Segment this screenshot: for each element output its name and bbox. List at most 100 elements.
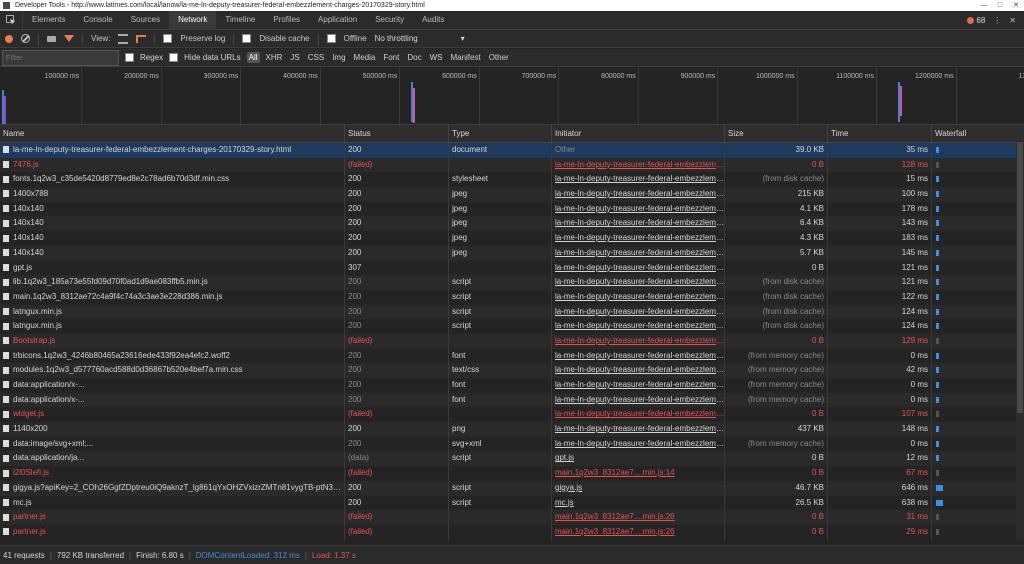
request-name-cell[interactable]: data:application/x-... — [0, 378, 345, 393]
request-initiator[interactable]: la-me-ln-deputy-treasurer-federal-embezz… — [552, 216, 725, 232]
offline-checkbox[interactable] — [326, 34, 336, 43]
request-initiator[interactable]: la-me-ln-deputy-treasurer-federal-embezz… — [552, 378, 725, 393]
error-badge[interactable]: 68 — [967, 16, 985, 25]
table-row[interactable]: data:image/svg+xml;... 200 svg+xml la-me-ln… — [0, 436, 1016, 452]
type-filter-xhr[interactable]: XHR — [265, 53, 283, 62]
table-row[interactable]: fonts.1q2w3_c35de5420d8779ed8e2c78ad6b70… — [0, 172, 1016, 188]
table-row[interactable]: data:application/x-... 200 font la-me-ln-de… — [0, 378, 1016, 393]
request-name-cell[interactable]: latngux.min.js — [0, 304, 345, 320]
column-header-status[interactable]: Status — [345, 125, 449, 142]
request-initiator[interactable]: mc.js — [552, 495, 725, 511]
table-row[interactable]: modules.1q2w3_d577760acd588d0d36867b520e… — [0, 363, 1016, 378]
overview-toggle-icon[interactable] — [136, 34, 147, 43]
table-row[interactable]: gigya.js?apiKey=2_COh26GgfZDptreu0iQ9akn… — [0, 480, 1016, 496]
table-row[interactable]: 140x140 200 jpeg la-me-ln-deputy-treasurer-… — [0, 231, 1016, 246]
table-row[interactable]: Bootstrap.js (failed) la-me-ln-deputy-trea… — [0, 333, 1016, 349]
type-filter-js[interactable]: JS — [290, 53, 300, 62]
request-name-cell[interactable]: partner.js — [0, 524, 345, 540]
throttling-select[interactable]: No throttling ▾ — [375, 34, 465, 43]
column-header-initiator[interactable]: Initiator — [552, 125, 725, 142]
table-row[interactable]: latngux.min.js 200 script la-me-ln-deputy-t… — [0, 319, 1016, 334]
request-initiator[interactable]: la-me-ln-deputy-treasurer-federal-embezz… — [552, 187, 725, 202]
request-initiator[interactable]: la-me-ln-deputy-treasurer-federal-embezz… — [552, 436, 725, 452]
request-name-cell[interactable]: 140x140 — [0, 245, 345, 261]
column-header-waterfall[interactable]: Waterfall — [935, 129, 967, 138]
maximize-icon[interactable]: □ — [997, 2, 1003, 9]
type-filter-manifest[interactable]: Manifest — [450, 53, 481, 62]
hide-data-urls-checkbox[interactable] — [169, 53, 179, 62]
request-name-cell[interactable]: data:application/x-... — [0, 392, 345, 408]
request-initiator[interactable]: la-me-ln-deputy-treasurer-federal-embezz… — [552, 422, 725, 437]
request-name-cell[interactable]: modules.1q2w3_d577760acd588d0d36867b520e… — [0, 363, 345, 378]
request-name-cell[interactable]: 1140x200 — [0, 422, 345, 437]
request-initiator[interactable]: la-me-ln-deputy-treasurer-federal-embezz… — [552, 392, 725, 408]
capture-screenshots-icon[interactable] — [47, 35, 56, 42]
type-filter-font[interactable]: Font — [383, 53, 400, 62]
table-row[interactable]: mc.js 200 script mc.js 26.5 KB 638 ms — [0, 495, 1016, 511]
table-row[interactable]: i2l0Slefi.js (failed) main.1q2w3_8312ae7..… — [0, 466, 1016, 481]
type-filter-css[interactable]: CSS — [307, 53, 325, 62]
column-header-time[interactable]: Time — [828, 125, 932, 142]
table-row[interactable]: lib.1q2w3_185a73e55fd09d70f0ad1d9ae083ff… — [0, 275, 1016, 290]
large-rows-icon[interactable] — [118, 33, 129, 44]
table-row[interactable]: 7476.js (failed) la-me-ln-deputy-treasurer… — [0, 157, 1016, 173]
request-name-cell[interactable]: main.1q2w3_8312ae72c4a9f4c74a3c3ae3e228d… — [0, 289, 345, 305]
request-name-cell[interactable]: mc.js — [0, 495, 345, 511]
table-row[interactable]: 1400x788 200 jpeg la-me-ln-deputy-treasurer… — [0, 187, 1016, 202]
request-initiator[interactable]: la-me-ln-deputy-treasurer-federal-embezz… — [552, 172, 725, 188]
table-row[interactable]: 1140x200 200 png la-me-ln-deputy-treasurer-… — [0, 422, 1016, 437]
scrollbar-thumb[interactable] — [1017, 143, 1023, 413]
request-initiator[interactable]: la-me-ln-deputy-treasurer-federal-embezz… — [552, 275, 725, 290]
request-initiator[interactable]: la-me-ln-deputy-treasurer-federal-embezz… — [552, 304, 725, 320]
table-row[interactable]: 140x140 200 jpeg la-me-ln-deputy-treasurer-… — [0, 245, 1016, 261]
filter-input[interactable] — [2, 49, 119, 66]
request-initiator[interactable]: la-me-ln-deputy-treasurer-federal-embezz… — [552, 407, 725, 423]
column-header-size[interactable]: Size — [725, 125, 828, 142]
regex-checkbox[interactable] — [125, 53, 134, 62]
type-filter-media[interactable]: Media — [353, 53, 376, 62]
tab-elements[interactable]: Elements — [32, 15, 66, 24]
clear-button[interactable] — [21, 34, 30, 43]
table-row[interactable]: gpt.js 307 la-me-ln-deputy-treasurer-feder… — [0, 260, 1016, 276]
request-initiator[interactable]: la-me-ln-deputy-treasurer-federal-embezz… — [552, 319, 725, 334]
request-initiator[interactable]: main.1q2w3_8312ae7....min.js:26 — [552, 524, 725, 540]
column-header-name[interactable]: Name — [0, 125, 345, 142]
request-name-cell[interactable]: lib.1q2w3_185a73e55fd09d70f0ad1d9ae083ff… — [0, 275, 345, 290]
table-scrollbar[interactable] — [1016, 143, 1024, 541]
request-name-cell[interactable]: gpt.js — [0, 260, 345, 276]
request-name-cell[interactable]: widget.js — [0, 407, 345, 423]
type-filter-other[interactable]: Other — [488, 53, 509, 62]
close-devtools-icon[interactable]: ✕ — [1009, 15, 1016, 25]
request-name-cell[interactable]: 140x140 — [0, 201, 345, 217]
request-initiator[interactable]: la-me-ln-deputy-treasurer-federal-embezz… — [552, 157, 725, 173]
table-row[interactable]: 140x140 200 jpeg la-me-ln-deputy-treasurer-… — [0, 201, 1016, 217]
request-initiator[interactable]: gigya.js — [552, 480, 725, 496]
type-filter-doc[interactable]: Doc — [407, 53, 422, 62]
request-initiator[interactable]: la-me-ln-deputy-treasurer-federal-embezz… — [552, 333, 725, 349]
tab-profiles[interactable]: Profiles — [273, 15, 301, 24]
request-initiator[interactable]: la-me-ln-deputy-treasurer-federal-embezz… — [552, 245, 725, 261]
request-initiator[interactable]: la-me-ln-deputy-treasurer-federal-embezz… — [552, 201, 725, 217]
table-row[interactable]: 140x140 200 jpeg la-me-ln-deputy-treasurer-… — [0, 216, 1016, 232]
filter-toggle-icon[interactable] — [64, 35, 74, 42]
tab-security[interactable]: Security — [375, 15, 405, 24]
request-name-cell[interactable]: trbicons.1q2w3_4246b80465a23616ede433f92… — [0, 348, 345, 364]
table-row[interactable]: data:application/ja... (data) script gpt.js… — [0, 451, 1016, 467]
network-overview-timeline[interactable]: 100000 ms 200000 ms 300000 ms 400000 ms 5000… — [0, 68, 1024, 125]
request-initiator[interactable]: main.1q2w3_8312ae7....min.js:26 — [552, 510, 725, 525]
request-name-cell[interactable]: 1400x788 — [0, 187, 345, 202]
request-initiator[interactable]: gpt.js — [552, 451, 725, 467]
request-name-cell[interactable]: 140x140 — [0, 216, 345, 232]
tab-audits[interactable]: Audits — [422, 15, 445, 24]
tab-application[interactable]: Application — [318, 15, 358, 24]
record-button[interactable] — [5, 34, 13, 43]
request-name-cell[interactable]: Bootstrap.js — [0, 333, 345, 349]
table-row[interactable]: la-me-ln-deputy-treasurer-federal-embezz… — [0, 143, 1016, 158]
type-filter-all[interactable]: All — [246, 52, 260, 63]
table-row[interactable]: partner.js (failed) main.1q2w3_8312ae7....… — [0, 510, 1016, 525]
inspect-element-icon[interactable] — [0, 11, 23, 29]
tab-console[interactable]: Console — [83, 15, 113, 24]
request-initiator[interactable]: la-me-ln-deputy-treasurer-federal-embezz… — [552, 348, 725, 364]
request-name-cell[interactable]: 140x140 — [0, 231, 345, 246]
tab-network[interactable]: Network — [169, 11, 217, 29]
